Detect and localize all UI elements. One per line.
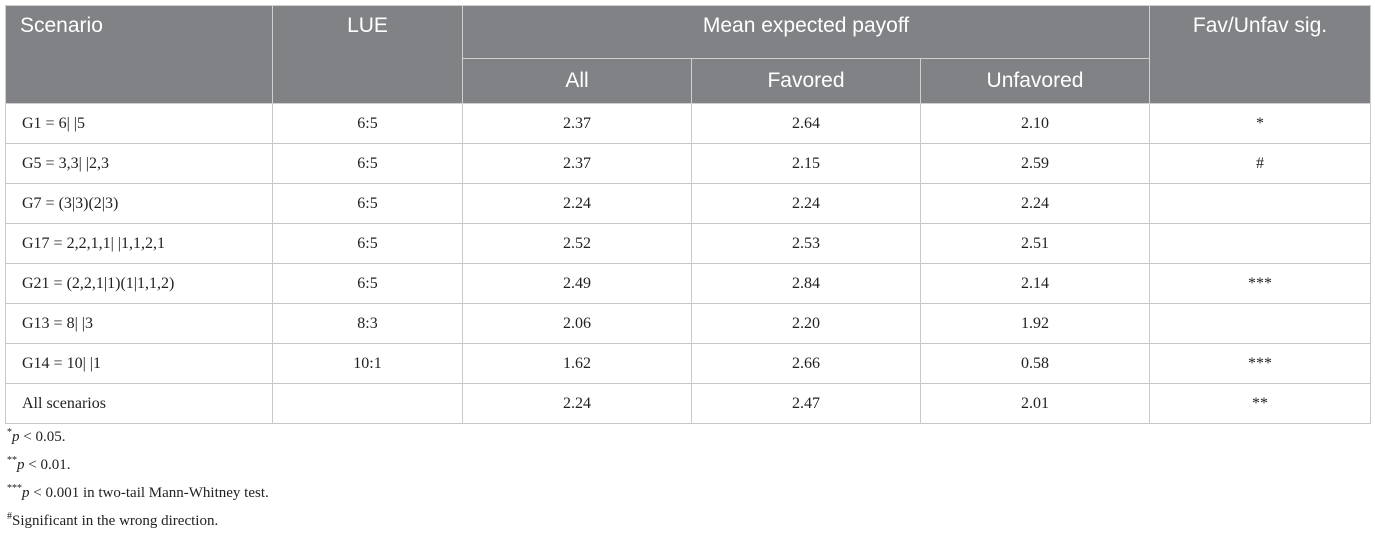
table-cell: 2.24 <box>691 183 921 224</box>
table-cell: 2.24 <box>462 383 692 424</box>
table-cell: G7 = (3|3)(2|3) <box>5 183 273 224</box>
table-cell: 0.58 <box>920 343 1150 384</box>
table-cell: *** <box>1149 263 1371 304</box>
table-cell: 2.51 <box>920 223 1150 264</box>
table-cell: 2.24 <box>920 183 1150 224</box>
table-cell: 1.62 <box>462 343 692 384</box>
table-cell: 2.66 <box>691 343 921 384</box>
table-cell: 2.64 <box>691 103 921 144</box>
header-cell: Fav/Unfav sig. <box>1149 5 1371 104</box>
footnote: #Significant in the wrong direction. <box>7 505 269 533</box>
table-cell: 6:5 <box>272 103 463 144</box>
table-cell: G1 = 6| |5 <box>5 103 273 144</box>
header-cell: Unfavored <box>920 58 1150 104</box>
table-cell: 2.15 <box>691 143 921 184</box>
footnote-mark: # <box>7 511 12 522</box>
table-row: G7 = (3|3)(2|3) 6:5 2.24 2.24 2.24 <box>5 183 1371 224</box>
footnote-mark: ** <box>7 455 17 466</box>
table-cell: 6:5 <box>272 183 463 224</box>
footnotes: *p < 0.05. **p < 0.01. ***p < 0.001 in two… <box>7 421 269 533</box>
table-cell: 2.37 <box>462 143 692 184</box>
table-cell: 6:5 <box>272 143 463 184</box>
footnote: **p < 0.01. <box>7 449 269 477</box>
footnote-mark: * <box>7 427 12 438</box>
header-cell: LUE <box>272 5 463 104</box>
table-cell: 2.24 <box>462 183 692 224</box>
table-cell: All scenarios <box>5 383 273 424</box>
table-cell: # <box>1149 143 1371 184</box>
table-cell: 2.59 <box>920 143 1150 184</box>
footnote-text: < 0.05. <box>19 429 66 445</box>
table-cell: ** <box>1149 383 1371 424</box>
table-cell: 2.37 <box>462 103 692 144</box>
page: Scenario LUE Mean expected payoff Fav/Unfav… <box>5 5 1371 529</box>
header-cell: All <box>462 58 692 104</box>
footnote-variable: p <box>22 485 30 501</box>
table-cell: 2.47 <box>691 383 921 424</box>
table-cell: 2.10 <box>920 103 1150 144</box>
table-header: Scenario LUE Mean expected payoff Fav/Unfav… <box>5 5 1371 104</box>
table-cell: 2.14 <box>920 263 1150 304</box>
table-cell: 2.53 <box>691 223 921 264</box>
table-cell: 10:1 <box>272 343 463 384</box>
table-row: G5 = 3,3| |2,3 6:5 2.37 2.15 2.59 # <box>5 143 1371 184</box>
footnote-variable: p <box>17 457 25 473</box>
table-row: G21 = (2,2,1|1)(1|1,1,2) 6:5 2.49 2.84 2.14 *… <box>5 263 1371 304</box>
table-cell <box>1149 303 1371 344</box>
header-row: Scenario LUE Mean expected payoff Fav/Unfav… <box>5 5 1371 104</box>
table-row: G13 = 8| |3 8:3 2.06 2.20 1.92 <box>5 303 1371 344</box>
table-cell: 1.92 <box>920 303 1150 344</box>
footnote: *p < 0.05. <box>7 421 269 449</box>
table-cell: * <box>1149 103 1371 144</box>
table-cell: 6:5 <box>272 223 463 264</box>
table-cell: 2.06 <box>462 303 692 344</box>
table-cell: *** <box>1149 343 1371 384</box>
table-cell: 8:3 <box>272 303 463 344</box>
table-cell: G13 = 8| |3 <box>5 303 273 344</box>
table-cell <box>1149 223 1371 264</box>
table-cell <box>272 383 463 424</box>
table-cell <box>1149 183 1371 224</box>
table-cell: G14 = 10| |1 <box>5 343 273 384</box>
table-body: G1 = 6| |5 6:5 2.37 2.64 2.10 * G5 = 3,3| |2,3… <box>5 103 1371 424</box>
table-cell: G17 = 2,2,1,1| |1,1,2,1 <box>5 223 273 264</box>
header-cell: Favored <box>691 58 921 104</box>
table-row: All scenarios 2.24 2.47 2.01 ** <box>5 383 1371 424</box>
footnote-text: Significant in the wrong direction. <box>12 513 219 529</box>
table-cell: 2.49 <box>462 263 692 304</box>
table-row: G1 = 6| |5 6:5 2.37 2.64 2.10 * <box>5 103 1371 144</box>
footnote-mark: *** <box>7 483 22 494</box>
footnote: ***p < 0.001 in two-tail Mann-Whitney te… <box>7 477 269 505</box>
header-cell: Scenario <box>5 5 273 104</box>
footnote-variable: p <box>12 429 20 445</box>
table-cell: G21 = (2,2,1|1)(1|1,1,2) <box>5 263 273 304</box>
table-cell: 6:5 <box>272 263 463 304</box>
table-cell: 2.01 <box>920 383 1150 424</box>
table-row: G14 = 10| |1 10:1 1.62 2.66 0.58 *** <box>5 343 1371 384</box>
table-cell: 2.84 <box>691 263 921 304</box>
table-cell: 2.20 <box>691 303 921 344</box>
table-row: G17 = 2,2,1,1| |1,1,2,1 6:5 2.52 2.53 2.51 <box>5 223 1371 264</box>
header-row: All Favored Unfavored <box>6 58 1371 104</box>
table-cell: 2.52 <box>462 223 692 264</box>
footnote-text: < 0.01. <box>24 457 71 473</box>
header-cell: Mean expected payoff <box>462 5 1150 59</box>
results-table: Scenario LUE Mean expected payoff Fav/Unfav… <box>5 5 1371 424</box>
footnote-text: < 0.001 in two-tail Mann-Whitney test. <box>29 485 269 501</box>
table-cell: G5 = 3,3| |2,3 <box>5 143 273 184</box>
